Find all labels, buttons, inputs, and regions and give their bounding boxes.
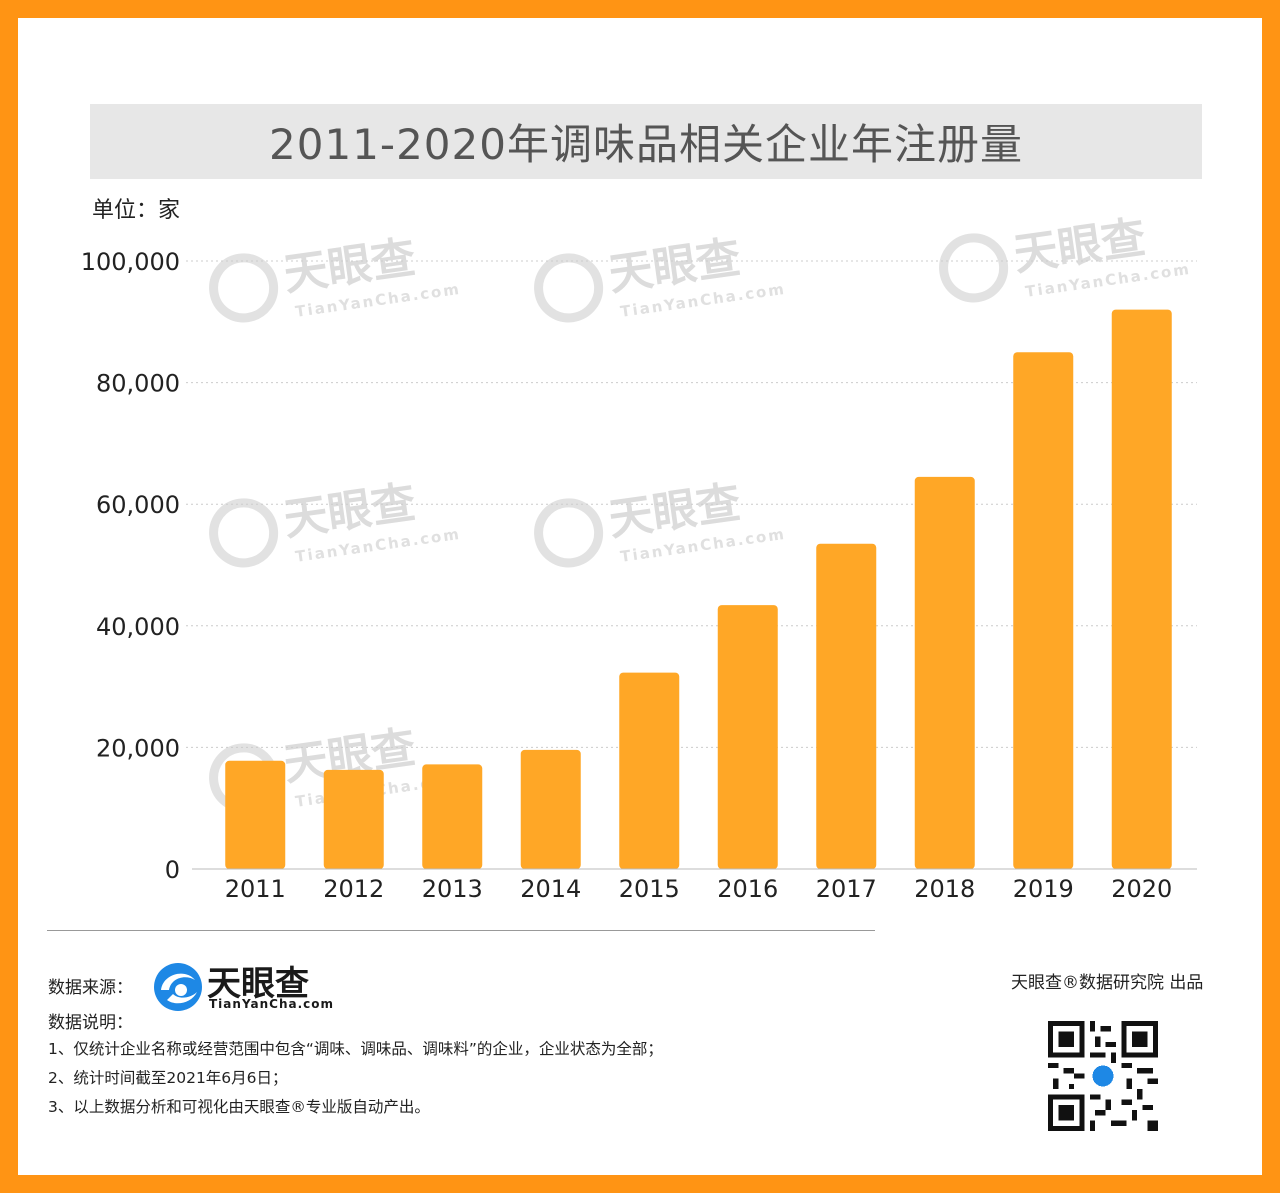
qr-code xyxy=(1048,1021,1158,1131)
bar-2014 xyxy=(520,749,581,869)
logo-swirl-icon xyxy=(154,963,202,1011)
bar-2015 xyxy=(619,672,680,869)
x-tick-label: 2013 xyxy=(422,875,483,903)
watermark-swirl-icon xyxy=(534,253,604,323)
x-tick-label: 2017 xyxy=(816,875,877,903)
watermark-swirl-icon xyxy=(939,233,1009,303)
y-tick-label: 100,000 xyxy=(81,248,180,276)
unit-label: 单位：家 xyxy=(92,198,181,223)
publisher-credit: 天眼查®数据研究院 出品 xyxy=(1011,973,1204,993)
x-tick-label: 2019 xyxy=(1013,875,1074,903)
note-line: 2、统计时间截至2021年6月6日； xyxy=(48,1069,288,1087)
bar-2018 xyxy=(914,476,975,869)
x-tick-label: 2011 xyxy=(225,875,286,903)
x-tick-label: 2020 xyxy=(1111,875,1172,903)
bar-2019 xyxy=(1013,352,1074,869)
note-line: 1、仅统计企业名称或经营范围中包含“调味、调味品、调味料”的企业，企业状态为全部… xyxy=(48,1040,663,1058)
tianyancha-logo: 天眼查 TianYanCha.com xyxy=(151,960,341,1018)
note-line: 3、以上数据分析和可视化由天眼查®专业版自动产出。 xyxy=(48,1098,430,1116)
x-tick-label: 2016 xyxy=(717,875,778,903)
x-tick-label: 2014 xyxy=(520,875,581,903)
y-tick-label: 60,000 xyxy=(96,491,180,519)
source-label: 数据来源： xyxy=(48,978,133,998)
watermark-swirl-icon xyxy=(209,253,279,323)
chart-title: 2011-2020年调味品相关企业年注册量 xyxy=(269,120,1023,169)
watermark-swirl-icon xyxy=(534,498,604,568)
logo-domain-text: TianYanCha.com xyxy=(209,997,335,1011)
bar-2016 xyxy=(717,605,778,869)
bar-2013 xyxy=(422,764,483,869)
title-bar: 2011-2020年调味品相关企业年注册量 xyxy=(90,104,1202,179)
y-tick-label: 80,000 xyxy=(96,370,180,398)
logo-brand-text: 天眼查 xyxy=(207,964,309,1004)
x-tick-label: 2018 xyxy=(914,875,975,903)
y-tick-label: 20,000 xyxy=(96,734,180,762)
bar-2012 xyxy=(323,769,384,869)
bar-2017 xyxy=(816,543,877,869)
footer-divider xyxy=(47,930,875,931)
bar-2011 xyxy=(225,760,286,869)
watermark-swirl-icon xyxy=(209,498,279,568)
y-tick-label: 0 xyxy=(165,856,180,884)
y-tick-label: 40,000 xyxy=(96,613,180,641)
bar-2020 xyxy=(1111,309,1172,869)
x-tick-label: 2012 xyxy=(323,875,384,903)
x-tick-label: 2015 xyxy=(619,875,680,903)
notes-label: 数据说明： xyxy=(48,1013,133,1033)
